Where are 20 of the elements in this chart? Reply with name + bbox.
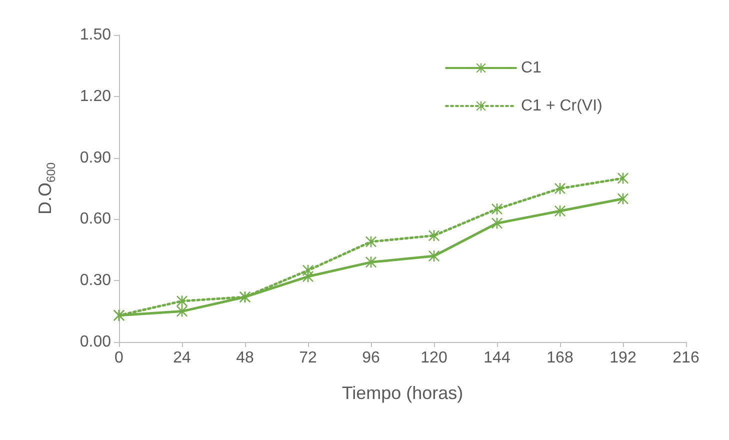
y-tick-label: 1.20 xyxy=(80,88,112,105)
x-tick-label: 0 xyxy=(114,350,124,366)
x-axis-title: Tiempo (horas) xyxy=(342,383,464,403)
x-tick-label: 120 xyxy=(420,350,448,366)
y-tick-label: 1.50 xyxy=(80,26,112,44)
x-tick-label: 192 xyxy=(610,350,636,366)
legend-label: C1 xyxy=(521,60,542,76)
x-tick-label: 216 xyxy=(672,350,700,366)
y-tick-label: 0.00 xyxy=(80,334,112,350)
y-axis-title: D.O600 xyxy=(35,162,58,215)
y-tick-label: 0.30 xyxy=(80,272,112,290)
x-tick-label: 24 xyxy=(173,350,191,366)
x-tick-label: 48 xyxy=(236,350,254,366)
x-tick-label: 168 xyxy=(546,350,574,366)
x-tick-label: 72 xyxy=(299,350,317,366)
legend-label: C1 + Cr(VI) xyxy=(521,98,602,114)
y-tick-label: 0.60 xyxy=(80,210,112,228)
x-tick-label: 144 xyxy=(484,350,510,366)
y-tick-label: 0.90 xyxy=(80,149,112,166)
x-tick-label: 96 xyxy=(362,350,380,366)
